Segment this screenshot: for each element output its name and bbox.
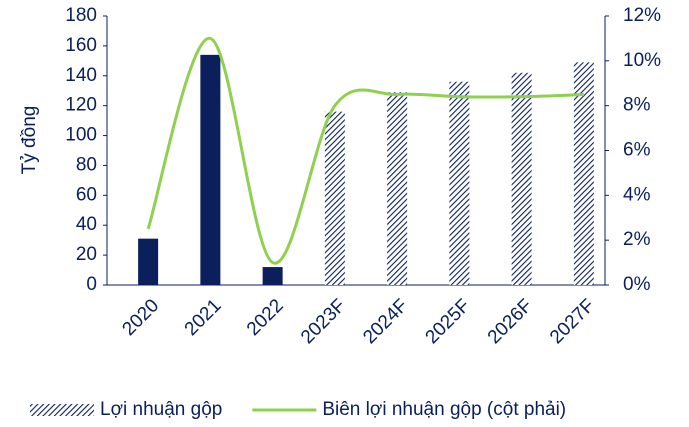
- y2-tick-label: 10%: [623, 50, 661, 71]
- x-tick-label: 2026F: [484, 295, 537, 348]
- bar: [449, 81, 470, 285]
- x-tick-label: 2020: [118, 295, 163, 340]
- y-tick-label: 160: [65, 35, 97, 56]
- y2-tick-label: 2%: [623, 229, 651, 250]
- y2-tick-label: 4%: [623, 184, 651, 205]
- x-tick-label: 2021: [181, 295, 226, 340]
- x-tick-label: 2022: [243, 295, 288, 340]
- legend-label: Biên lợi nhuận gộp (cột phải): [322, 399, 566, 420]
- line: [146, 36, 584, 265]
- y-axis-label: Tỷ đồng: [19, 106, 40, 175]
- y-tick-label: 60: [76, 184, 97, 205]
- y2-tick-label: 12%: [623, 5, 661, 26]
- y-tick-label: 40: [76, 214, 97, 235]
- y2-tick-label: 6%: [623, 140, 651, 161]
- y2-tick-label: 0%: [623, 274, 651, 295]
- bar: [138, 238, 159, 285]
- y-tick-label: 0: [86, 274, 97, 295]
- x-tick-label: 2023F: [297, 295, 350, 348]
- y-tick-label: 140: [65, 65, 97, 86]
- x-tick-label: 2027F: [546, 295, 599, 348]
- bar: [262, 267, 283, 285]
- y-tick-label: 20: [76, 244, 97, 265]
- x-tick-label: 2024F: [359, 295, 412, 348]
- bar: [324, 111, 345, 286]
- y2-tick-label: 8%: [623, 95, 651, 116]
- bar: [511, 72, 532, 286]
- y-tick-label: 80: [76, 154, 97, 175]
- x-tick-label: 2025F: [422, 295, 475, 348]
- y-tick-label: 180: [65, 5, 97, 26]
- y-tick-label: 100: [65, 125, 97, 146]
- legend-swatch: [30, 404, 94, 416]
- bar: [387, 92, 408, 285]
- legend-label: Lợi nhuận gộp: [100, 399, 222, 420]
- bar: [200, 54, 221, 285]
- y-tick-label: 120: [65, 95, 97, 116]
- bar: [573, 62, 594, 286]
